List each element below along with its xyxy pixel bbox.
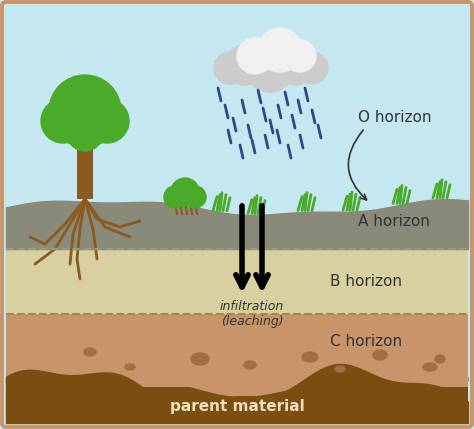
- Circle shape: [171, 178, 199, 206]
- Circle shape: [246, 44, 294, 92]
- Text: parent material: parent material: [170, 399, 304, 414]
- Bar: [6, 314, 468, 387]
- Circle shape: [184, 186, 206, 208]
- Circle shape: [284, 40, 316, 72]
- Circle shape: [237, 38, 273, 74]
- Bar: [181, 192, 189, 202]
- Circle shape: [225, 45, 265, 85]
- Ellipse shape: [335, 366, 345, 372]
- Bar: [77, 139, 93, 199]
- Ellipse shape: [302, 352, 318, 362]
- Ellipse shape: [435, 355, 445, 363]
- Circle shape: [67, 115, 103, 151]
- Ellipse shape: [423, 363, 437, 371]
- Text: A horizon: A horizon: [358, 214, 430, 229]
- Text: O horizon: O horizon: [358, 111, 431, 126]
- Circle shape: [49, 75, 121, 147]
- Text: B horizon: B horizon: [330, 275, 402, 290]
- Circle shape: [296, 52, 328, 84]
- Circle shape: [85, 99, 129, 143]
- Ellipse shape: [191, 353, 209, 365]
- Bar: [6, 387, 468, 423]
- Circle shape: [77, 85, 113, 121]
- Bar: [214, 60, 326, 74]
- Ellipse shape: [125, 364, 135, 370]
- Circle shape: [214, 52, 246, 84]
- Ellipse shape: [373, 350, 387, 360]
- Circle shape: [275, 45, 315, 85]
- Ellipse shape: [244, 361, 256, 369]
- Ellipse shape: [84, 348, 96, 356]
- Circle shape: [41, 99, 85, 143]
- Text: C horizon: C horizon: [330, 333, 402, 348]
- Text: infiltration
(leaching): infiltration (leaching): [220, 300, 284, 328]
- Circle shape: [258, 28, 302, 72]
- Circle shape: [57, 85, 93, 121]
- Circle shape: [164, 186, 186, 208]
- Bar: [6, 249, 468, 314]
